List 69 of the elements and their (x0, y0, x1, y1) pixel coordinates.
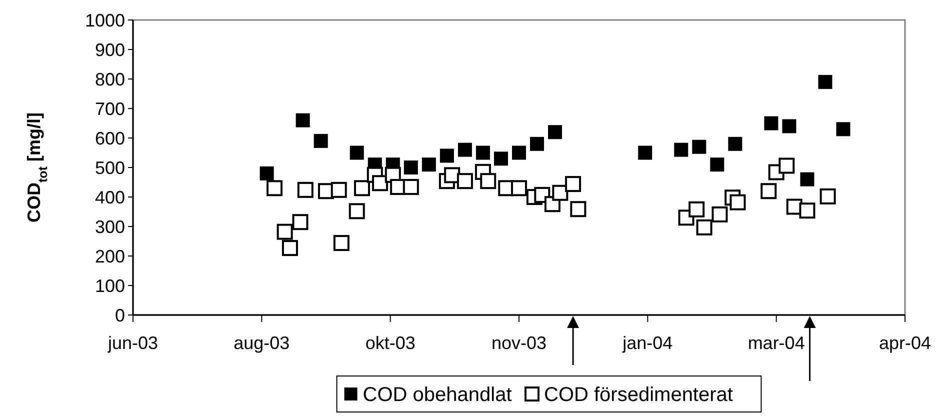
point (782, 119, 796, 134)
point (292, 214, 308, 230)
point (297, 182, 314, 198)
point (404, 160, 418, 174)
point (818, 74, 832, 89)
point (548, 125, 562, 140)
point (372, 175, 388, 192)
point (354, 180, 370, 196)
y-tick-label: 0 (114, 305, 125, 326)
point (710, 158, 724, 172)
point (282, 240, 298, 256)
point (333, 235, 350, 252)
point (552, 184, 568, 201)
point (511, 180, 527, 196)
point (314, 134, 328, 148)
x-tick-label: jan-04 (622, 333, 673, 353)
point (456, 173, 473, 190)
legend-label: COD obehandlat (362, 384, 512, 406)
y-tick-label: 800 (94, 69, 125, 90)
point (696, 219, 712, 236)
y-tick-label: 1000 (84, 10, 125, 30)
y-tick-label: 700 (94, 98, 125, 119)
point (778, 158, 795, 174)
point (296, 113, 310, 128)
point (712, 206, 728, 222)
x-tick-label: jun-03 (106, 333, 158, 353)
y-tick-label: 200 (94, 246, 125, 266)
x-tick-label: aug-03 (234, 333, 290, 353)
point (512, 146, 526, 160)
point (570, 201, 586, 218)
point (728, 136, 742, 151)
point (730, 194, 746, 210)
point (836, 122, 850, 136)
point (440, 148, 454, 163)
point (476, 146, 490, 160)
point (260, 166, 274, 180)
point (348, 203, 365, 220)
y-tick-label: 400 (94, 187, 125, 208)
legend-label: COD försedimenterat (544, 384, 734, 406)
point (565, 176, 582, 192)
point (266, 180, 283, 196)
point (276, 224, 293, 240)
point (530, 136, 544, 151)
y-tick-label: 600 (94, 128, 125, 148)
point (764, 116, 778, 130)
point (350, 146, 364, 160)
y-tick-label: 300 (94, 216, 125, 237)
point (330, 182, 347, 198)
point (480, 173, 496, 190)
point (799, 202, 816, 219)
x-tick-label: mar-04 (748, 333, 805, 353)
point (422, 158, 436, 172)
x-tick-label: apr-04 (878, 333, 932, 353)
y-tick-label: 100 (94, 276, 125, 296)
point (638, 146, 652, 160)
point (674, 142, 688, 157)
y-tick-label: 900 (94, 40, 125, 60)
point (688, 201, 705, 218)
x-tick-label: nov-03 (491, 333, 547, 353)
point (402, 178, 419, 195)
y-tick-label: 500 (94, 158, 125, 178)
point (444, 167, 460, 184)
point (800, 172, 814, 186)
point (494, 152, 508, 166)
x-tick-label: okt-03 (365, 333, 416, 353)
point (820, 188, 836, 204)
point (760, 183, 777, 200)
point (692, 140, 706, 154)
point (458, 142, 472, 157)
